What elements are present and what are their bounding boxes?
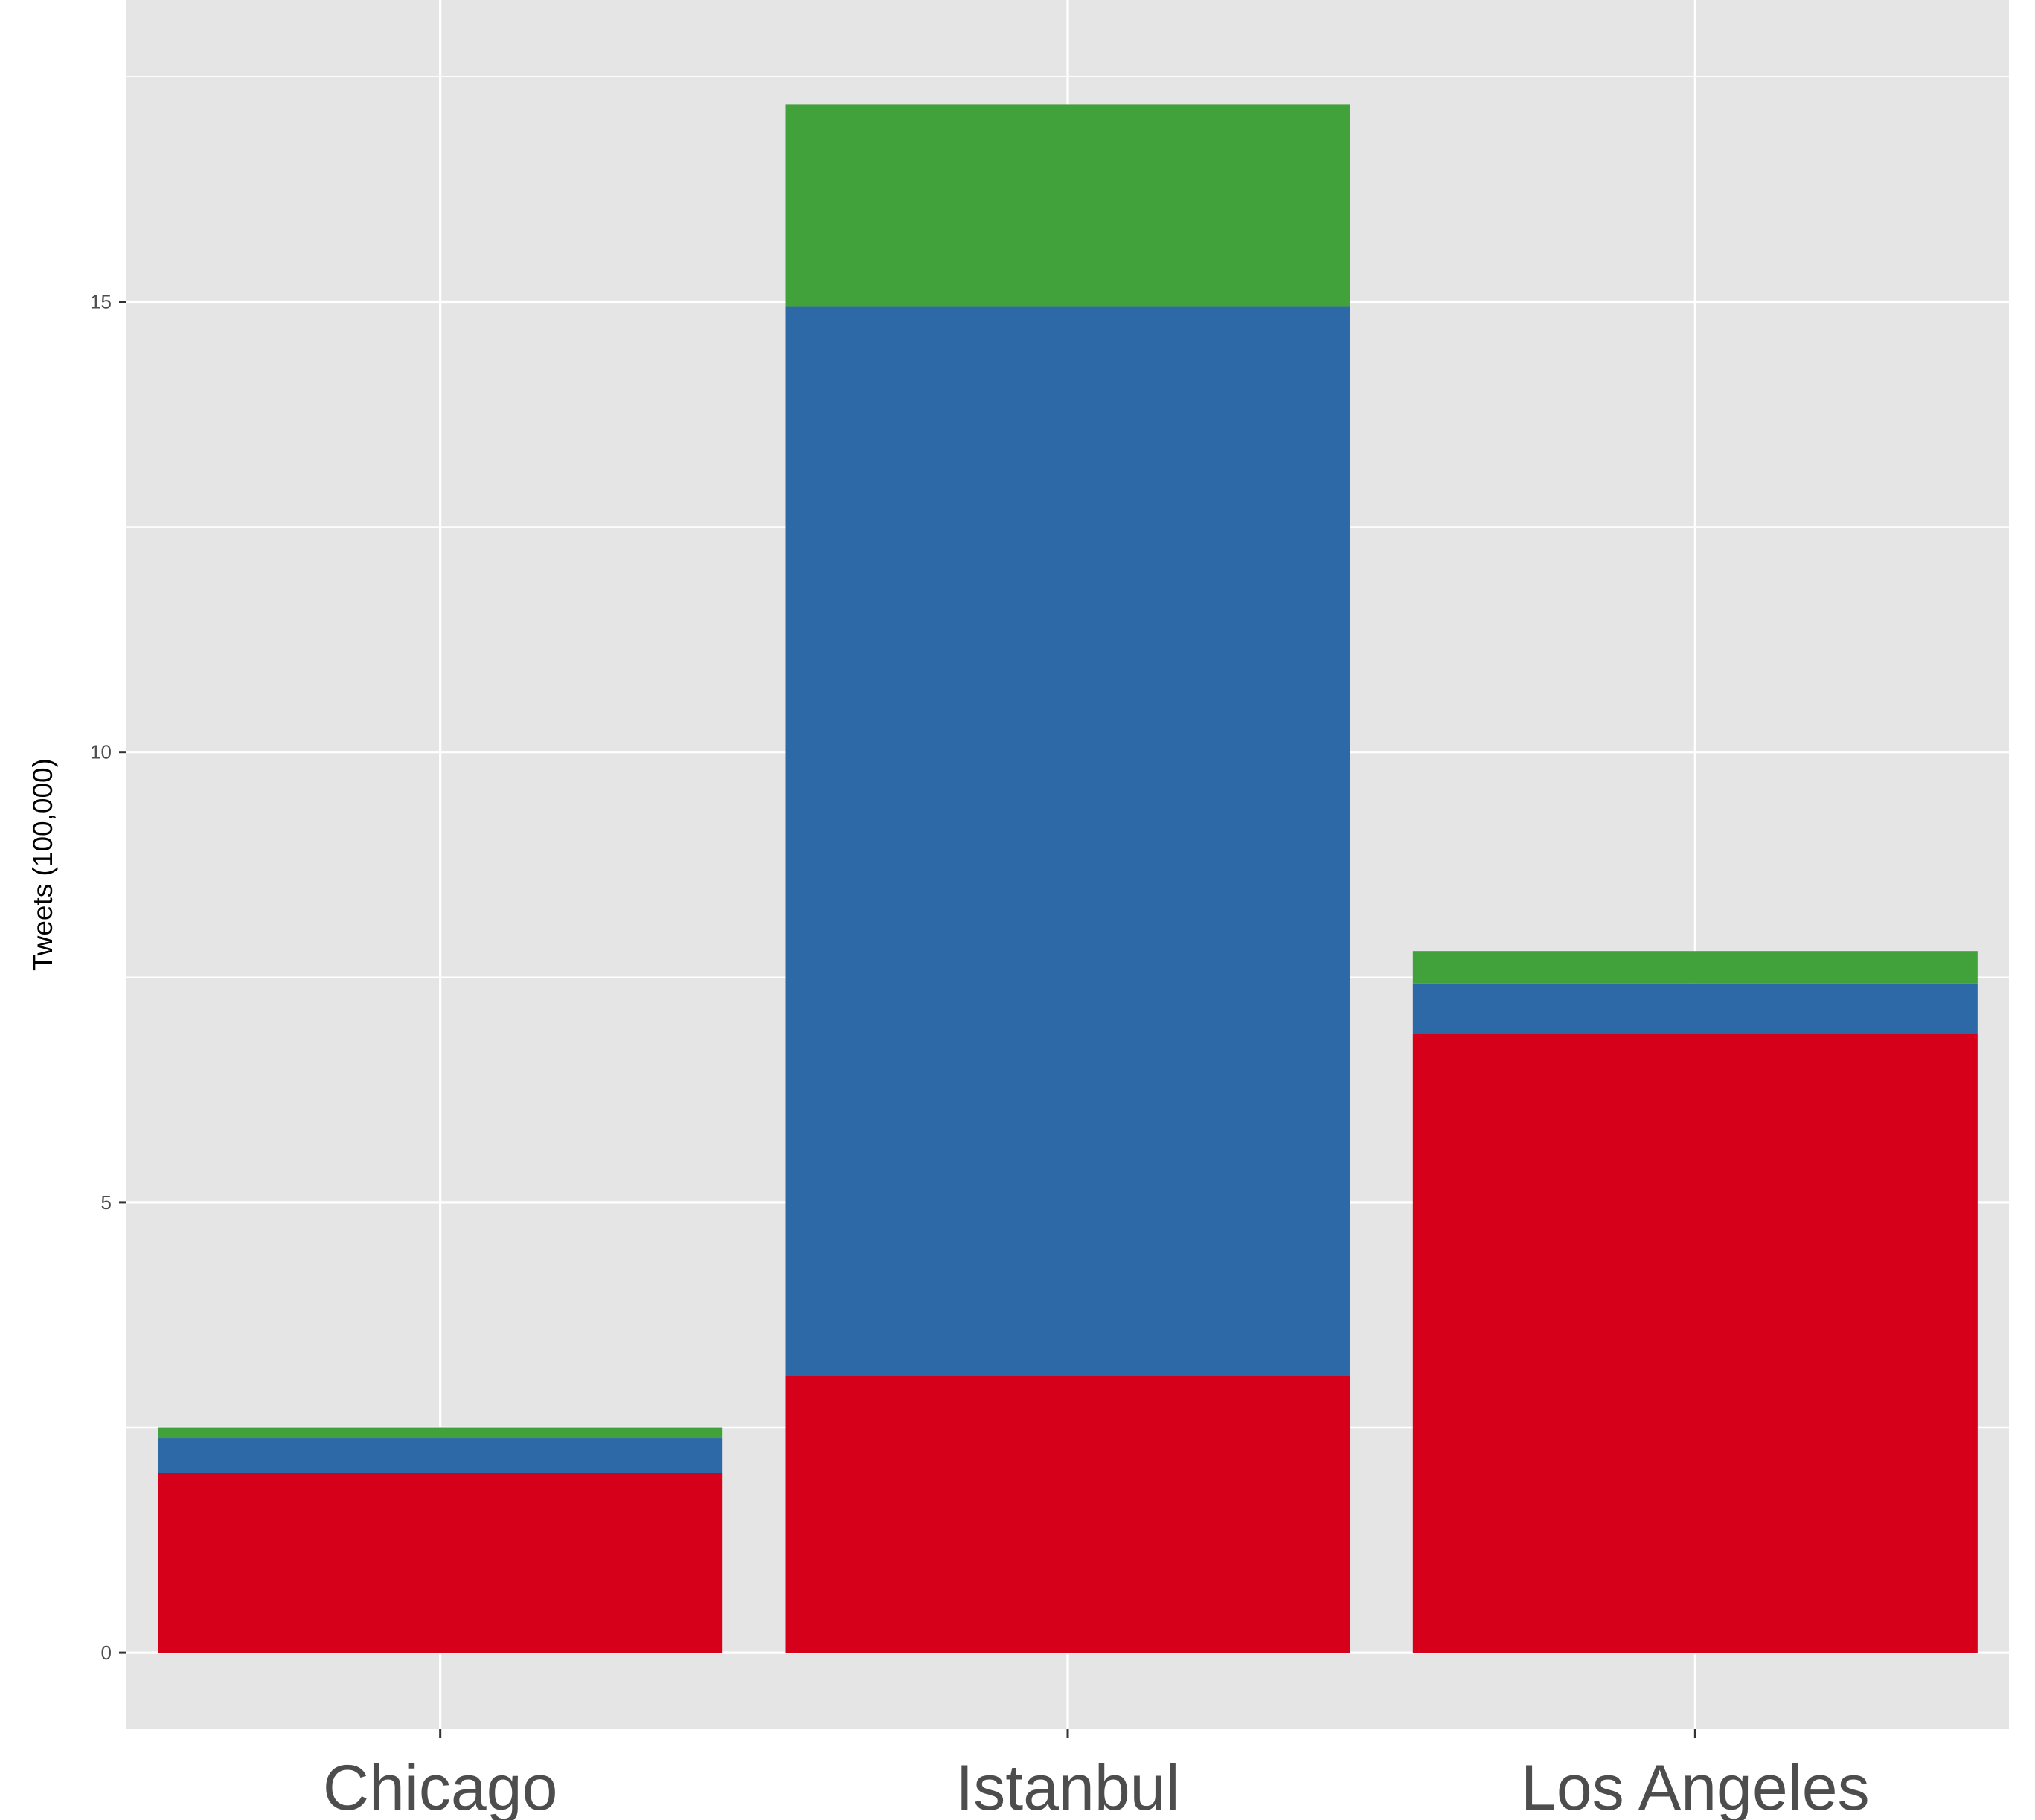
y-tick-label: 15: [90, 290, 112, 313]
y-axis-title: Tweets (100,000): [28, 758, 58, 971]
bar-segment: [1412, 1034, 1978, 1653]
y-tick-label: 10: [90, 741, 112, 763]
bar-segment: [158, 1427, 723, 1439]
x-tick-label: Chicago: [323, 1752, 558, 1820]
y-tick-label: 0: [101, 1641, 112, 1664]
x-axis: Chicago Istanbul Los Angeles: [323, 1729, 1870, 1820]
y-axis: 0 5 10 15: [90, 290, 126, 1664]
bar-segment: [158, 1473, 723, 1653]
bar-segment: [785, 104, 1350, 307]
bar-segment: [158, 1438, 723, 1473]
bar-segment: [1412, 983, 1978, 1034]
bars: [158, 104, 1978, 1653]
bar-segment: [1412, 951, 1978, 984]
bar-segment: [785, 306, 1350, 1376]
y-tick-label: 5: [101, 1191, 112, 1214]
x-tick-label: Istanbul: [955, 1752, 1179, 1820]
bar-segment: [785, 1375, 1350, 1653]
x-tick-label: Los Angeles: [1521, 1752, 1870, 1820]
